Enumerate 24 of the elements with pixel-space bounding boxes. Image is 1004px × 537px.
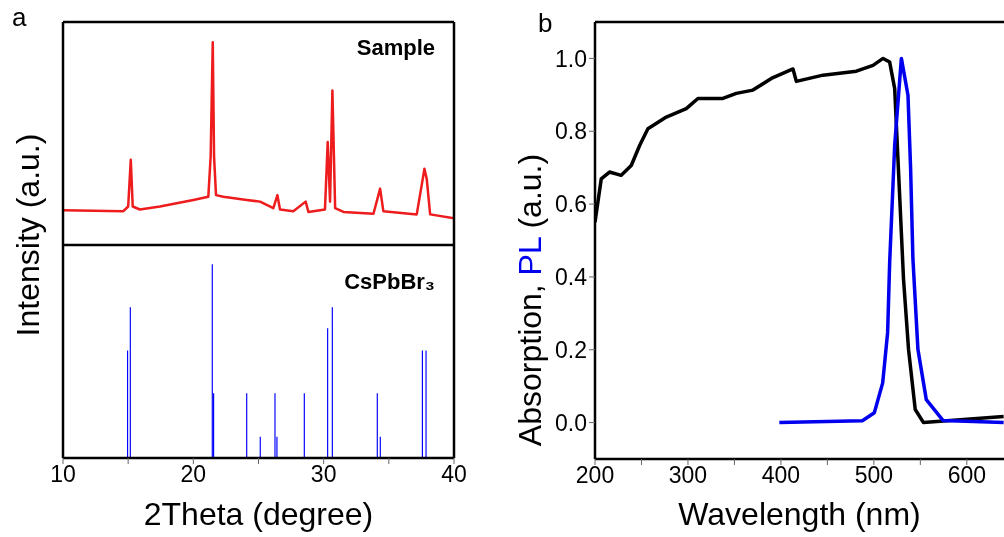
series-label: CsPbBr₃	[344, 269, 435, 295]
text: a	[12, 7, 27, 33]
line-series	[777, 56, 1004, 425]
y-tick-label: 0.6	[555, 191, 587, 218]
x-tick-label: 600	[947, 462, 987, 489]
y-axis-title: Absorption, PL (a.u.)	[511, 153, 548, 447]
x-tick-label: 200	[575, 462, 615, 489]
x-tick-label: 40	[441, 461, 467, 488]
x-tick-label: 10	[50, 461, 76, 488]
y-tick-label: 0.8	[555, 118, 587, 145]
y-tick-label: 0.4	[555, 264, 588, 291]
x-tick-label: 500	[854, 462, 894, 489]
text: b	[538, 8, 553, 39]
x-tick-label: 400	[761, 462, 801, 489]
y-tick-label: 0.2	[555, 336, 587, 363]
x-tick-label: 20	[180, 461, 207, 488]
x-axis-title: Wavelength (nm)	[678, 496, 921, 532]
x-axis-title: 2Theta (degree)	[143, 496, 374, 532]
y-axis-title: Intensity (a.u.)	[9, 133, 47, 337]
y-tick-label: 1.0	[555, 45, 587, 72]
x-tick-label: 30	[310, 461, 337, 488]
y-tick-label: 0.0	[555, 409, 587, 436]
series-label: Sample	[356, 35, 435, 61]
x-tick-label: 300	[668, 462, 708, 489]
